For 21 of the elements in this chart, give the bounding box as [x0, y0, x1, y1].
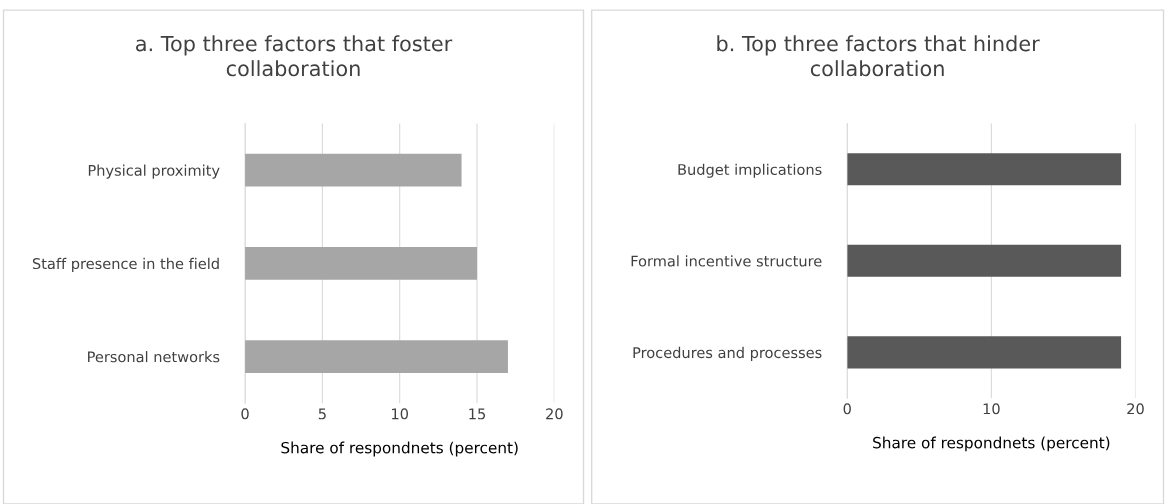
chart-title: a. Top three factors that foster collaboration [136, 35, 453, 77]
x-tick-label: 0 [241, 408, 249, 420]
y-tick-label: Physical proximity [88, 164, 220, 179]
x-tick-label: 10 [392, 408, 409, 420]
y-tick-label: Budget implications [678, 163, 822, 178]
x-axis-title: Share of respondnets (percent) [281, 441, 518, 457]
x-tick-label: 20 [546, 408, 563, 420]
x-axis-title: Share of respondnets (percent) [873, 436, 1110, 452]
x-tick-label: 20 [1127, 403, 1144, 415]
x-tick-label: 15 [469, 408, 486, 420]
chart-title: b. Top three factors that hinder collaboration [717, 35, 1040, 77]
bar [245, 153, 462, 187]
x-tick-label: 5 [318, 408, 326, 420]
y-tick-label: Procedures and processes [633, 346, 822, 361]
y-tick-label: Personal networks [88, 351, 220, 363]
x-tick-label: 10 [983, 403, 1000, 415]
y-tick-label: Staff presence in the field [32, 257, 219, 272]
bar [245, 247, 478, 280]
bar [245, 340, 508, 373]
x-tick-label: 0 [843, 403, 851, 415]
y-tick-label: Formal incentive structure [631, 255, 822, 267]
